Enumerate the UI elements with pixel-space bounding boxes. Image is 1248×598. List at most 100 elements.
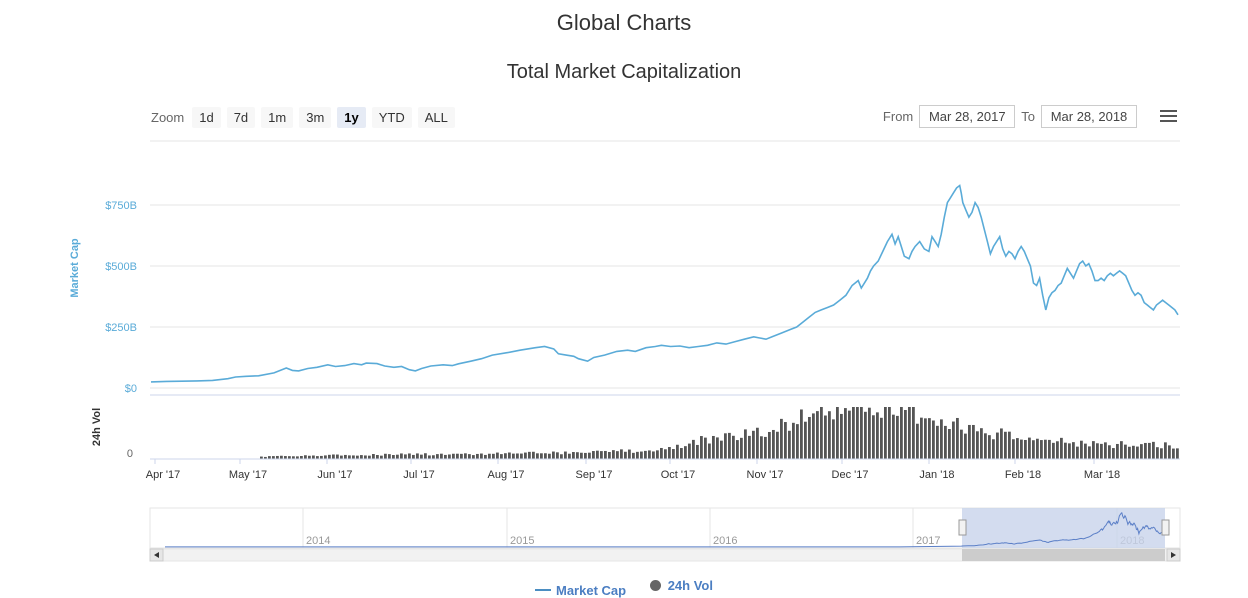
- vol-bar: [800, 409, 803, 459]
- vol-bar: [940, 419, 943, 459]
- vol-bar: [896, 415, 899, 459]
- vol-bar: [1068, 443, 1071, 459]
- from-label: From: [882, 109, 914, 124]
- vol-bar: [1032, 440, 1035, 459]
- navigator-selected-range[interactable]: [962, 508, 1165, 548]
- vol-bar: [944, 425, 947, 459]
- vol-bar: [924, 418, 927, 459]
- vol-bar: [692, 439, 695, 459]
- vol-bar: [564, 451, 567, 459]
- vol-bar: [604, 450, 607, 459]
- to-label: To: [1021, 109, 1035, 124]
- vol-bar: [372, 454, 375, 459]
- y-tick-label: $0: [125, 383, 137, 395]
- legend: Market Cap 24h Vol: [0, 578, 1248, 598]
- vol-bar: [640, 451, 643, 459]
- from-date-input[interactable]: Mar 28, 2017: [919, 105, 1016, 128]
- to-date-input[interactable]: Mar 28, 2018: [1041, 105, 1137, 128]
- vol-bar: [820, 407, 823, 459]
- vol-bar: [1080, 440, 1083, 459]
- vol-bar: [336, 454, 339, 459]
- vol-bar: [532, 451, 535, 459]
- scrollbar-thumb[interactable]: [962, 549, 1165, 561]
- vol-bar: [600, 451, 603, 459]
- vol-bar: [848, 410, 851, 459]
- navigator-right-handle[interactable]: [1161, 519, 1170, 536]
- vol-bar: [676, 444, 679, 459]
- vol-bar: [696, 444, 699, 459]
- vol-bar: [984, 433, 987, 459]
- zoom-all-button[interactable]: ALL: [417, 106, 455, 128]
- vol-bar: [1040, 440, 1043, 459]
- vol-bar: [1140, 444, 1143, 459]
- vol-bar: [1132, 445, 1135, 459]
- vol-bar: [376, 455, 379, 459]
- vol-bar: [884, 407, 887, 459]
- vol-bar: [392, 455, 395, 459]
- vol-bar: [772, 429, 775, 459]
- vol-bar: [556, 452, 559, 459]
- vol-bar: [704, 437, 707, 459]
- x-tick-label: Jul '17: [403, 469, 434, 481]
- vol-bar: [1088, 446, 1091, 459]
- zoom-1y-button[interactable]: 1y: [337, 106, 366, 128]
- vol-bar: [444, 454, 447, 459]
- zoom-3m-button[interactable]: 3m: [299, 106, 332, 128]
- zoom-1d-button[interactable]: 1d: [192, 106, 221, 128]
- y-tick-label: $750B: [105, 200, 137, 212]
- zoom-1m-button[interactable]: 1m: [261, 106, 294, 128]
- vol-bar: [936, 425, 939, 459]
- navigator-tick-label: 2014: [306, 535, 330, 547]
- vol-bar: [464, 453, 467, 459]
- vol-axis-label: 24h Vol: [91, 408, 103, 446]
- vol-bar: [728, 432, 731, 459]
- vol-bar: [920, 417, 923, 459]
- zoom-7d-button[interactable]: 7d: [226, 106, 256, 128]
- vol-bar: [388, 454, 391, 459]
- vol-bar: [1156, 447, 1159, 459]
- vol-bar: [968, 424, 971, 459]
- vol-bar: [804, 421, 807, 459]
- vol-bar: [816, 411, 819, 459]
- x-tick-label: Feb '18: [1005, 469, 1041, 481]
- vol-bar: [320, 455, 323, 459]
- vol-bar: [744, 429, 747, 459]
- vol-bar: [872, 415, 875, 459]
- legend-item-market-cap[interactable]: Market Cap: [535, 583, 626, 598]
- navigator-left-handle[interactable]: [958, 519, 967, 536]
- vol-bar: [1048, 439, 1051, 459]
- vol-bar: [1148, 442, 1151, 459]
- vol-bar: [900, 407, 903, 459]
- vol-bar: [304, 455, 307, 459]
- vol-bar: [852, 407, 855, 459]
- vol-bar: [1096, 443, 1099, 459]
- vol-bar: [928, 418, 931, 459]
- vol-bar: [812, 413, 815, 459]
- vol-bar: [908, 407, 911, 459]
- grid-lines: [150, 140, 1180, 389]
- vol-bar: [472, 455, 475, 459]
- vol-bar: [988, 435, 991, 459]
- vol-bar: [1008, 431, 1011, 459]
- vol-bar: [500, 454, 503, 459]
- vol-bar: [272, 456, 275, 459]
- x-tick-label: Mar '18: [1084, 469, 1120, 481]
- vol-bar: [1144, 442, 1147, 459]
- vol-bar: [608, 451, 611, 459]
- vol-bar: [400, 453, 403, 459]
- vol-bar: [584, 452, 587, 459]
- vol-bar: [992, 439, 995, 459]
- legend-item-24h-vol[interactable]: 24h Vol: [649, 578, 713, 593]
- vol-bar: [832, 419, 835, 459]
- vol-bar: [1116, 443, 1119, 459]
- vol-bar: [1100, 443, 1103, 459]
- zoom-ytd-button[interactable]: YTD: [371, 106, 412, 128]
- vol-bar: [868, 407, 871, 459]
- vol-bar: [548, 453, 551, 459]
- vol-bar: [308, 455, 311, 459]
- hamburger-menu-icon[interactable]: [1160, 110, 1177, 124]
- vol-bar: [384, 453, 387, 459]
- x-tick-label: May '17: [229, 469, 267, 481]
- vol-bar: [892, 414, 895, 459]
- vol-bar: [732, 435, 735, 459]
